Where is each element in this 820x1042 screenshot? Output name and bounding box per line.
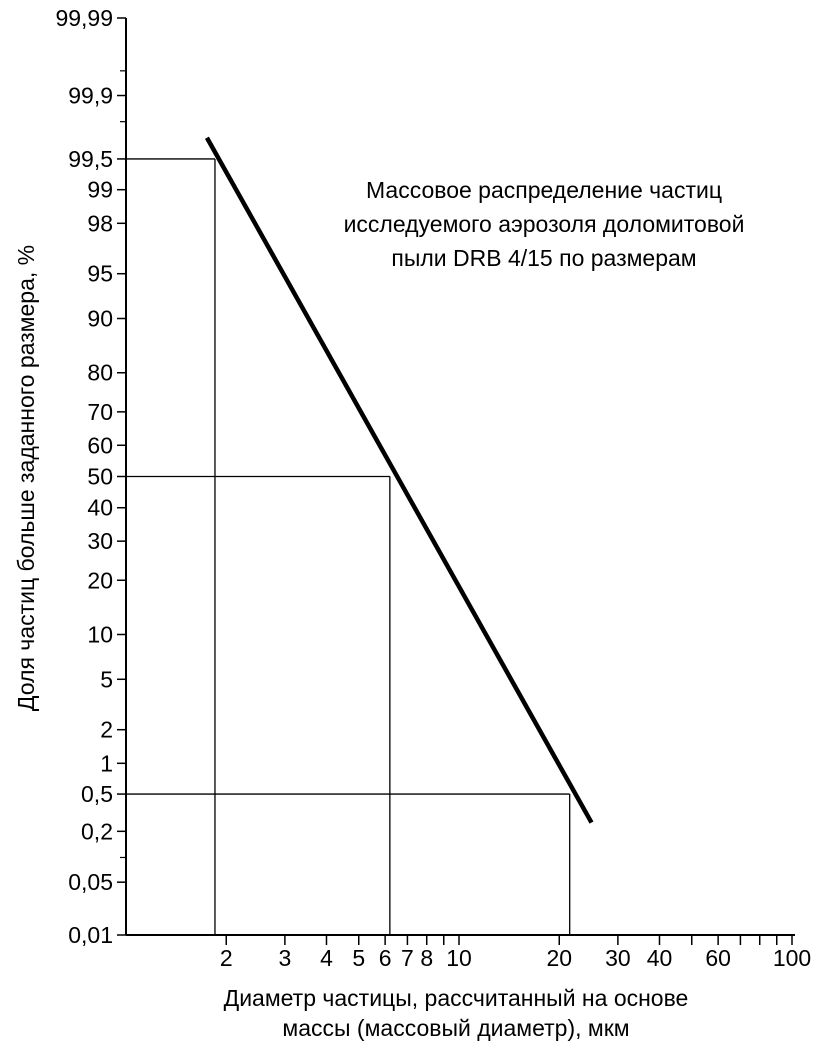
y-tick-label: 10	[87, 621, 113, 647]
chart-title-line-3: пыли DRB 4/15 по размерам	[391, 245, 696, 271]
distribution-line	[204, 136, 594, 824]
x-tick-label: 7	[401, 945, 414, 971]
y-axis-title: Доля частиц больше заданного размера, %	[13, 245, 39, 711]
chart-title-line-1: Массовое распределение частиц	[366, 177, 722, 203]
x-tick-label: 8	[420, 945, 433, 971]
y-tick-label: 98	[87, 210, 113, 236]
y-tick-label: 50	[87, 464, 113, 490]
y-tick-label: 80	[87, 360, 113, 386]
y-tick-label: 2	[100, 717, 113, 743]
x-tick-label: 20	[546, 945, 572, 971]
y-tick-label: 99,9	[68, 83, 113, 109]
reference-lines	[126, 158, 571, 935]
y-tick-label: 95	[87, 261, 113, 287]
y-tick-label: 0,5	[81, 781, 113, 807]
y-tick-label: 0,05	[68, 869, 113, 895]
x-tick-label: 5	[352, 945, 365, 971]
x-tick-label: 10	[446, 945, 472, 971]
y-tick-label: 40	[87, 495, 113, 521]
x-tick-label: 100	[773, 945, 811, 971]
y-tick-label: 5	[100, 666, 113, 692]
y-tick-label: 99,99	[55, 5, 113, 31]
x-tick-label: 3	[278, 945, 291, 971]
x-tick-label: 30	[605, 945, 631, 971]
chart-title-line-2: исследуемого аэрозоля доломитовой	[344, 211, 745, 237]
y-tick-label: 60	[87, 432, 113, 458]
x-axis-title-line-1: Диаметр частицы, рассчитанный на основе	[224, 985, 689, 1011]
y-tick-label: 70	[87, 399, 113, 425]
x-axis-ticks: 2 3 4 5 6 7 8 10 20 30 40 60 100	[220, 935, 811, 971]
x-tick-label: 6	[379, 945, 392, 971]
series-layer	[204, 136, 594, 824]
x-tick-label: 2	[220, 945, 233, 971]
x-tick-label: 40	[647, 945, 673, 971]
y-tick-label: 99,5	[68, 146, 113, 172]
y-tick-label: 20	[87, 567, 113, 593]
y-tick-label: 0,01	[68, 922, 113, 948]
y-axis-ticks: 0,01 0,05 0,2 0,5 1 2 5 10 20 30 40 50 60 70 80 90 95 98 9…	[55, 5, 126, 948]
x-tick-label: 4	[320, 945, 333, 971]
y-tick-label: 99	[87, 177, 113, 203]
y-tick-label: 1	[100, 750, 113, 776]
y-tick-label: 0,2	[81, 818, 113, 844]
y-tick-label: 90	[87, 306, 113, 332]
x-axis-title-line-2: массы (массовый диаметр), мкм	[282, 1015, 629, 1041]
x-tick-label: 60	[705, 945, 731, 971]
y-tick-label: 30	[87, 528, 113, 554]
